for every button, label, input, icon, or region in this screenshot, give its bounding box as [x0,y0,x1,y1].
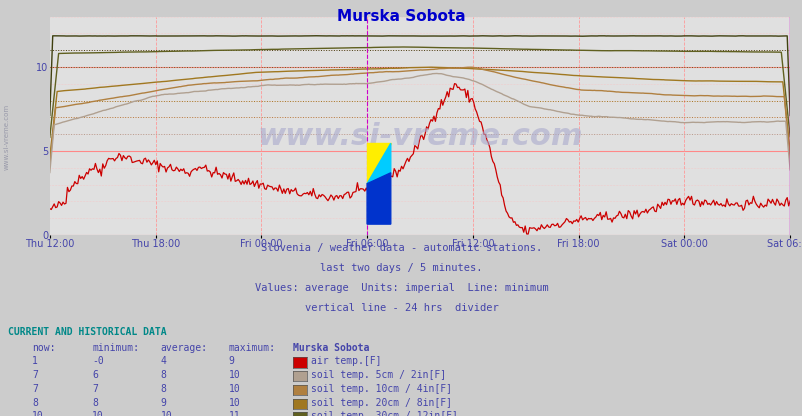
Text: 10: 10 [229,398,241,408]
Text: www.si-vreme.com: www.si-vreme.com [3,104,9,170]
Text: Murska Sobota: Murska Sobota [337,9,465,24]
Text: Murska Sobota: Murska Sobota [293,343,369,353]
Text: maximum:: maximum: [229,343,276,353]
Text: 7: 7 [32,384,38,394]
Text: 10: 10 [229,384,241,394]
Text: 8: 8 [92,398,98,408]
Text: www.si-vreme.com: www.si-vreme.com [257,122,582,151]
Text: 1: 1 [32,357,38,366]
Text: 10: 10 [32,411,44,416]
Polygon shape [367,143,391,184]
Text: air temp.[F]: air temp.[F] [310,357,381,366]
Text: soil temp. 5cm / 2in[F]: soil temp. 5cm / 2in[F] [310,370,445,380]
Text: soil temp. 20cm / 8in[F]: soil temp. 20cm / 8in[F] [310,398,452,408]
Polygon shape [367,173,391,224]
Polygon shape [367,143,391,184]
Text: Values: average  Units: imperial  Line: minimum: Values: average Units: imperial Line: mi… [254,283,548,293]
Text: 8: 8 [160,370,166,380]
Text: soil temp. 30cm / 12in[F]: soil temp. 30cm / 12in[F] [310,411,457,416]
Text: 10: 10 [229,370,241,380]
Text: 7: 7 [92,384,98,394]
Text: 7: 7 [32,370,38,380]
Text: CURRENT AND HISTORICAL DATA: CURRENT AND HISTORICAL DATA [8,327,167,337]
Text: -0: -0 [92,357,104,366]
Text: 8: 8 [32,398,38,408]
Text: 4: 4 [160,357,166,366]
Text: 9: 9 [229,357,234,366]
Text: 8: 8 [160,384,166,394]
Text: 10: 10 [92,411,104,416]
Text: soil temp. 10cm / 4in[F]: soil temp. 10cm / 4in[F] [310,384,452,394]
Text: 6: 6 [92,370,98,380]
Text: 10: 10 [160,411,172,416]
Text: last two days / 5 minutes.: last two days / 5 minutes. [320,263,482,273]
Text: vertical line - 24 hrs  divider: vertical line - 24 hrs divider [304,303,498,313]
Text: 9: 9 [160,398,166,408]
Text: 11: 11 [229,411,241,416]
Text: now:: now: [32,343,55,353]
Text: average:: average: [160,343,208,353]
Text: Slovenia / weather data - automatic stations.: Slovenia / weather data - automatic stat… [261,243,541,253]
Text: minimum:: minimum: [92,343,140,353]
